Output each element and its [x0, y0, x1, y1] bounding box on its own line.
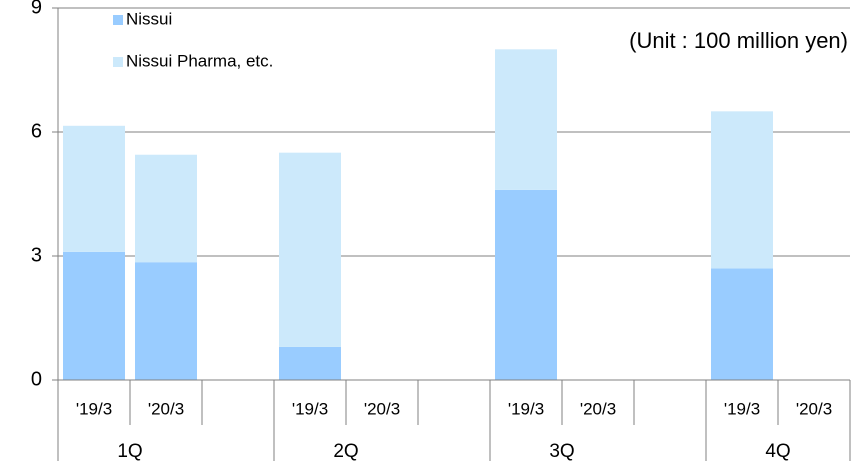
bar-segment: [63, 251, 125, 380]
legend-label: Nissui Pharma, etc.: [126, 51, 273, 70]
bar-segment: [279, 152, 341, 347]
legend-swatch: [113, 57, 123, 67]
y-tick-label: 3: [31, 244, 42, 266]
bar-segment: [711, 111, 773, 269]
bar-segment: [279, 346, 341, 380]
y-tick-label: 0: [31, 368, 42, 390]
x-tick-label: '19/3: [724, 399, 760, 418]
x-tick-label: '19/3: [508, 399, 544, 418]
unit-annotation: (Unit : 100 million yen): [629, 28, 848, 53]
legend-swatch: [113, 15, 123, 25]
legend-label: Nissui: [126, 9, 172, 28]
group-label: 4Q: [765, 441, 790, 461]
x-tick-label: '20/3: [796, 399, 832, 418]
x-tick-label: '20/3: [580, 399, 616, 418]
bar-segment: [135, 262, 197, 380]
bar-segment: [495, 189, 557, 380]
group-label: 2Q: [333, 441, 358, 461]
group-label: 3Q: [549, 441, 574, 461]
group-label: 1Q: [117, 441, 142, 461]
x-tick-label: '19/3: [292, 399, 328, 418]
y-tick-label: 9: [31, 0, 42, 18]
bar-segment: [63, 125, 125, 252]
x-tick-label: '20/3: [364, 399, 400, 418]
x-tick-label: '20/3: [148, 399, 184, 418]
y-tick-label: 6: [31, 120, 42, 142]
bar-segment: [495, 49, 557, 190]
bar-segment: [711, 268, 773, 380]
bar-segment: [135, 154, 197, 263]
x-tick-label: '19/3: [76, 399, 112, 418]
